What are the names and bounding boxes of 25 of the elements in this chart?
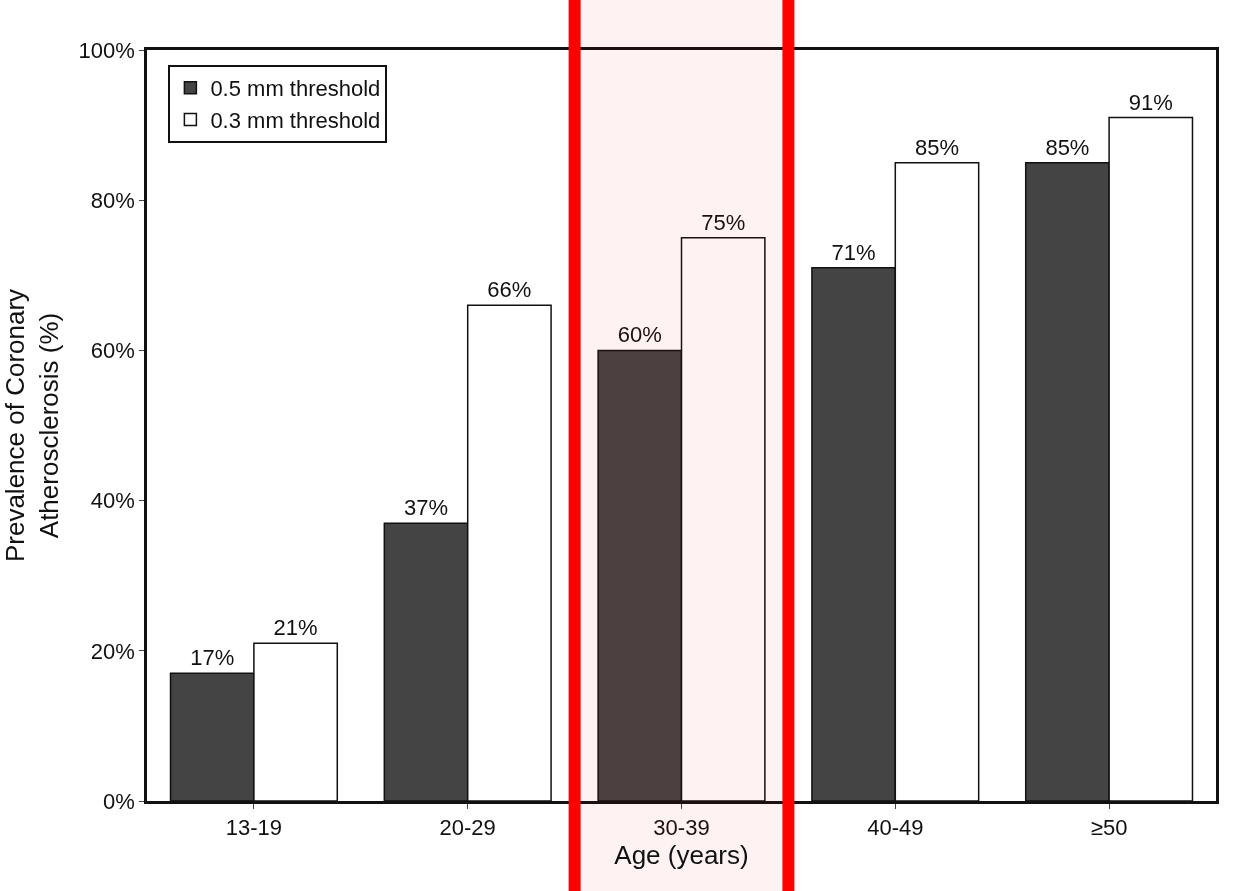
y-tick-label: 60% bbox=[90, 338, 135, 364]
y-tick-label: 0% bbox=[103, 788, 135, 814]
data-label: 71% bbox=[831, 239, 876, 265]
x-tick-label: 40-49 bbox=[867, 815, 924, 841]
data-label: 21% bbox=[273, 615, 318, 641]
y-tick-label: 20% bbox=[90, 638, 135, 664]
x-tick-label: 20-29 bbox=[439, 815, 496, 841]
data-label: 75% bbox=[701, 209, 746, 235]
x-axis-title: Age (years) bbox=[614, 840, 749, 871]
x-tick-label: 30-39 bbox=[653, 815, 710, 841]
legend-label: 0.5 mm threshold bbox=[210, 76, 381, 102]
x-tick-label: 13-19 bbox=[225, 815, 283, 841]
data-label: 91% bbox=[1128, 89, 1173, 115]
data-label: 37% bbox=[403, 495, 449, 521]
y-tick-label: 100% bbox=[78, 37, 135, 63]
x-tick-label: ≥50 bbox=[1090, 815, 1128, 841]
data-label: 60% bbox=[617, 322, 662, 348]
data-label: 17% bbox=[190, 645, 235, 671]
legend-label: 0.3 mm threshold bbox=[210, 108, 381, 133]
data-label: 85% bbox=[914, 134, 960, 160]
y-tick-label: 80% bbox=[90, 187, 135, 213]
y-tick-label: 40% bbox=[90, 488, 135, 514]
data-label: 66% bbox=[487, 277, 532, 303]
data-label: 85% bbox=[1045, 134, 1090, 160]
y-axis-title: Prevalence of Coronary Atherosclerosis (%) bbox=[0, 288, 64, 563]
